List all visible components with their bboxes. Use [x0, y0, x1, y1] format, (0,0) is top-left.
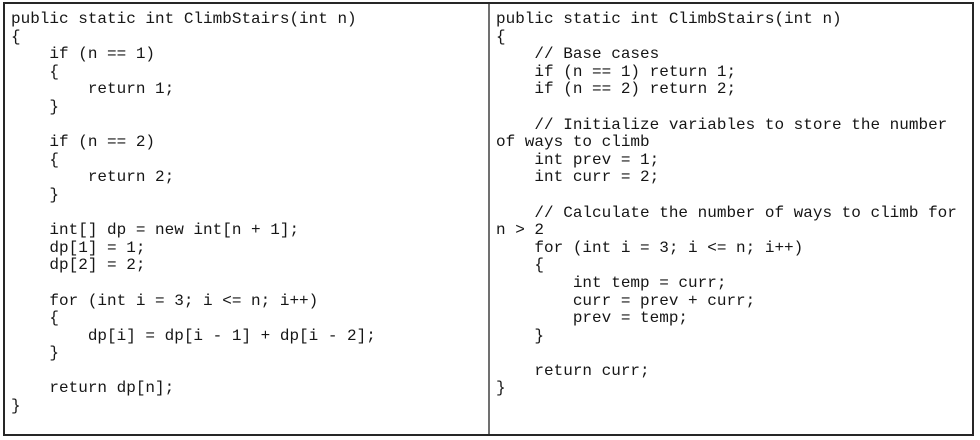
code-text-left: public static int ClimbStairs(int n) { i… — [11, 10, 376, 416]
code-text-right: public static int ClimbStairs(int n) { /… — [496, 10, 957, 398]
code-panel-right: public static int ClimbStairs(int n) { /… — [490, 4, 972, 434]
code-comparison-table: public static int ClimbStairs(int n) { i… — [3, 2, 974, 436]
code-panel-left: public static int ClimbStairs(int n) { i… — [5, 4, 490, 434]
